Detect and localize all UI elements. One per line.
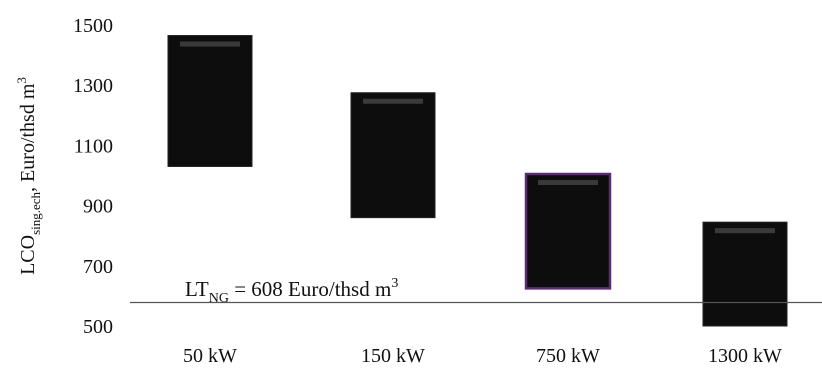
bar — [167, 35, 253, 167]
bar-highlight — [363, 98, 423, 104]
y-axis-label-sup: 3 — [14, 77, 29, 84]
y-tick-label: 1100 — [74, 135, 113, 157]
bar-body — [350, 92, 436, 219]
y-axis-ticks: 500 700 900 1100 1300 1500 — [73, 15, 113, 338]
bar-highlight — [538, 179, 598, 185]
bar-highlight — [715, 228, 775, 234]
bars — [167, 35, 788, 327]
reference-label-sub: NG — [209, 291, 229, 306]
bar — [350, 92, 436, 219]
bar-body — [702, 221, 788, 327]
reference-label-main: LT — [185, 277, 209, 301]
bar-body — [524, 172, 612, 290]
x-category-label: 50 kW — [183, 345, 237, 367]
bar — [524, 172, 612, 290]
bar-highlight — [180, 41, 240, 47]
reference-label-sup: 3 — [391, 276, 398, 291]
y-tick-label: 500 — [83, 316, 113, 338]
reference-line-label: LTNG = 608 Euro/thsd m3 — [185, 276, 398, 306]
y-tick-label: 900 — [83, 196, 113, 218]
y-axis-label: LCOsing.ech, Euro/thsd m3 — [14, 77, 43, 275]
x-category-label: 750 kW — [536, 345, 600, 367]
category-labels: 50 kW 150 kW 750 kW 1300 kW — [183, 345, 782, 367]
y-axis-label-unit: , Euro/thsd m — [17, 83, 39, 192]
bar — [702, 221, 788, 327]
reference-label-rest: = 608 Euro/thsd m — [229, 277, 391, 301]
y-tick-label: 700 — [83, 256, 113, 278]
y-axis-label-main: LCO — [17, 235, 39, 275]
x-category-label: 150 kW — [361, 345, 425, 367]
y-tick-label: 1500 — [73, 15, 113, 37]
y-axis-label-sub: sing.ech — [28, 191, 43, 234]
bar-body — [167, 35, 253, 167]
x-category-label: 1300 kW — [708, 345, 782, 367]
y-tick-label: 1300 — [73, 75, 113, 97]
